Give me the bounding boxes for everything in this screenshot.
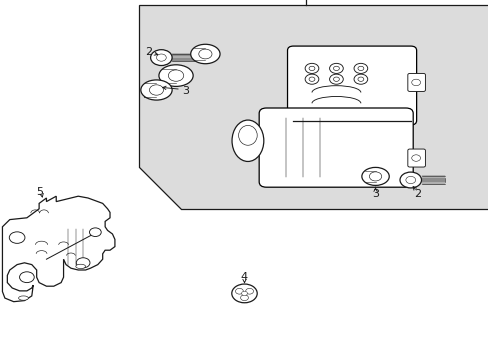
Circle shape xyxy=(198,49,211,59)
Circle shape xyxy=(240,295,248,301)
Circle shape xyxy=(245,288,253,294)
Polygon shape xyxy=(2,196,115,302)
Circle shape xyxy=(149,85,163,95)
Polygon shape xyxy=(139,5,488,209)
Bar xyxy=(143,84,156,96)
FancyBboxPatch shape xyxy=(407,73,425,91)
Circle shape xyxy=(368,172,381,181)
Circle shape xyxy=(411,155,420,161)
FancyBboxPatch shape xyxy=(287,46,416,125)
Circle shape xyxy=(353,74,367,84)
Text: 2: 2 xyxy=(414,189,421,199)
Text: 4: 4 xyxy=(241,272,247,282)
Ellipse shape xyxy=(19,296,28,300)
Text: 5: 5 xyxy=(37,187,43,197)
Bar xyxy=(162,68,176,82)
Bar xyxy=(364,171,375,182)
Text: 3: 3 xyxy=(371,189,378,199)
Circle shape xyxy=(150,50,172,66)
Circle shape xyxy=(399,172,421,188)
Circle shape xyxy=(353,63,367,73)
Ellipse shape xyxy=(76,264,85,269)
Circle shape xyxy=(168,70,183,81)
Circle shape xyxy=(9,232,25,243)
Circle shape xyxy=(308,77,314,81)
Circle shape xyxy=(357,66,363,71)
Circle shape xyxy=(333,66,339,71)
Text: 3: 3 xyxy=(182,86,189,96)
Circle shape xyxy=(405,176,415,184)
Circle shape xyxy=(235,288,243,294)
Ellipse shape xyxy=(141,80,172,100)
Circle shape xyxy=(329,63,343,73)
Circle shape xyxy=(357,77,363,81)
Bar xyxy=(193,48,205,60)
Circle shape xyxy=(329,74,343,84)
Ellipse shape xyxy=(190,44,220,64)
Circle shape xyxy=(305,74,318,84)
FancyBboxPatch shape xyxy=(407,149,425,167)
Circle shape xyxy=(241,291,247,296)
Ellipse shape xyxy=(231,120,264,161)
Circle shape xyxy=(89,228,101,237)
FancyBboxPatch shape xyxy=(259,108,412,187)
Circle shape xyxy=(305,63,318,73)
Circle shape xyxy=(333,77,339,81)
Circle shape xyxy=(411,79,420,86)
Circle shape xyxy=(231,284,257,303)
Circle shape xyxy=(76,258,90,268)
Ellipse shape xyxy=(238,126,257,145)
Ellipse shape xyxy=(361,167,388,185)
Text: 2: 2 xyxy=(145,47,152,57)
Ellipse shape xyxy=(159,65,193,86)
Circle shape xyxy=(308,66,314,71)
Circle shape xyxy=(20,272,34,283)
Circle shape xyxy=(156,54,166,61)
